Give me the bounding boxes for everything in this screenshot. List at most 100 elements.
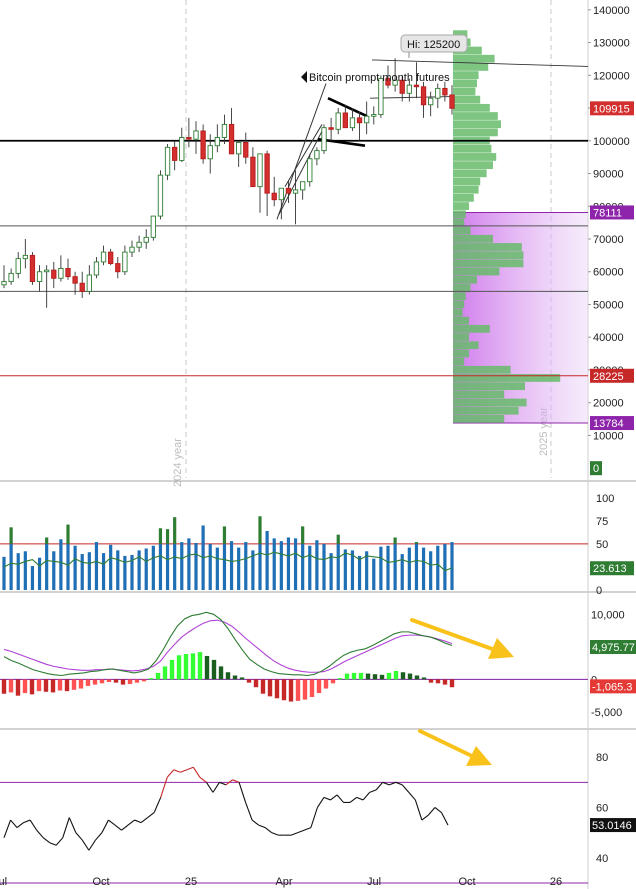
volume-bar [322, 543, 326, 590]
x-tick-label: Jul [0, 876, 7, 888]
volume-profile-bar [453, 341, 479, 350]
macd-histogram-bar [127, 679, 133, 684]
macd-histogram-bar [316, 679, 322, 694]
macd-histogram-bar [421, 677, 427, 680]
volume-tag-bg [590, 561, 634, 576]
volume-bar [286, 537, 291, 590]
volume-profile-bar [453, 243, 522, 251]
rsi-line-segment [166, 769, 175, 778]
macd-histogram-bar [43, 679, 49, 692]
rsi-y-tick-label: 60 [596, 802, 608, 814]
macd-histogram-bar [288, 679, 294, 702]
volume-profile-bar [453, 103, 490, 112]
volume-profile-bar [453, 234, 493, 243]
candle-body [364, 115, 370, 124]
macd-histogram-bar [435, 679, 441, 684]
candle-body [115, 263, 121, 273]
candle-body [442, 87, 448, 96]
volume-bar [436, 545, 440, 590]
candle-body [86, 274, 92, 292]
volume-profile-bar [453, 406, 519, 415]
rsi-line-segment [440, 812, 449, 826]
macd-tag-bg [590, 640, 636, 655]
volume-bar [215, 547, 219, 590]
macd-histogram-bar [260, 679, 266, 694]
volume-bar [165, 543, 170, 590]
volume-profile-bar [453, 365, 511, 374]
candle-body [236, 141, 242, 155]
macd-histogram-bar [442, 679, 448, 685]
macd-histogram-bar [386, 672, 392, 680]
y-tick-label: 90000 [593, 169, 624, 181]
rsi-line-segment [336, 794, 344, 803]
volume-bar [59, 539, 63, 590]
candle-body [221, 123, 228, 138]
volume-bar [336, 543, 340, 590]
trend-arrow-icon [410, 618, 497, 652]
candle-body [342, 112, 348, 129]
candle-body [399, 79, 405, 94]
volume-bar [386, 545, 390, 590]
rsi-tag-bg [590, 818, 636, 833]
rsi-line-segment [356, 796, 364, 801]
candle-body [22, 254, 28, 260]
macd-histogram-bar [8, 679, 14, 693]
rsi-line-segment [258, 824, 266, 829]
candle-body [214, 137, 220, 147]
trend-arrow-head-icon [488, 638, 514, 659]
macd-histogram-bar [92, 679, 98, 685]
volume-bar [357, 555, 362, 590]
volume-bar [2, 556, 6, 590]
macd-histogram-bar [337, 678, 343, 680]
volume-profile-bar [453, 71, 479, 79]
macd-histogram-bar [113, 679, 119, 683]
macd-histogram-bar [169, 659, 175, 680]
macd-histogram-bar [246, 679, 252, 683]
volume-profile-bar [453, 357, 465, 366]
volume-profile-bar [453, 185, 479, 194]
volume-bar [265, 531, 269, 590]
volume-bar-high [45, 537, 49, 544]
volume-bar [144, 548, 148, 590]
candle-body [207, 145, 213, 160]
candle-body [8, 272, 14, 283]
rsi-line-segment [199, 776, 207, 783]
candle-body [406, 84, 412, 94]
candle-body [29, 254, 36, 283]
candle-body [100, 251, 107, 263]
candle-body [58, 268, 64, 279]
volume-profile-bar [453, 284, 471, 292]
price-tag-bg [590, 416, 634, 431]
x-tick-label: Oct [458, 876, 475, 888]
candle-body [307, 158, 313, 183]
candle-body [449, 94, 455, 109]
rsi-line-segment [23, 819, 31, 824]
channel-line-upper [276, 83, 327, 220]
volume-bar [450, 542, 454, 590]
candle-body [36, 271, 43, 283]
rsi-y-tick-label: 80 [596, 752, 608, 764]
annotation-text: Bitcoin prompt month futures [309, 72, 450, 84]
y-tick-label: 120000 [593, 70, 630, 82]
volume-bar [315, 540, 319, 590]
candle-body [193, 130, 199, 140]
volume-bar [116, 550, 120, 590]
candle-body [136, 241, 142, 248]
volume-profile-bar [453, 128, 498, 137]
macd-histogram-bar [344, 673, 350, 680]
macd-histogram-bar [22, 679, 28, 694]
volume-bar [443, 543, 447, 590]
volume-bar [429, 551, 433, 590]
rsi-trend-arrow-icon [418, 729, 478, 760]
candle-body [150, 215, 156, 238]
volume-tag: 23.613 [593, 563, 627, 575]
volume-profile-bar [453, 210, 466, 219]
rsi-line-segment [81, 839, 90, 851]
volume-bar [109, 544, 113, 590]
macd-histogram-bar [358, 672, 364, 680]
macd-histogram-bar [211, 659, 217, 680]
volume-bar [137, 550, 141, 590]
rsi-line-segment [349, 796, 357, 803]
volume-bar [393, 543, 397, 590]
